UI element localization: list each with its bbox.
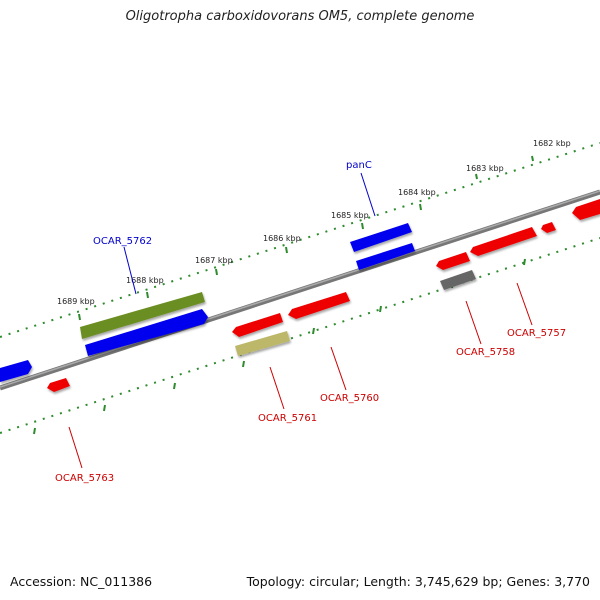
tick-label-1683: 1683 kbp: [466, 164, 504, 173]
map-title: Oligotropha carboxidovorans OM5, complet…: [125, 9, 475, 24]
leader-ocar-5760: [330, 346, 347, 391]
gene-ocar-5761-feature[interactable]: [235, 331, 290, 356]
gene-label-ocar-5760: OCAR_5760: [320, 393, 379, 404]
tick-label-1687: 1687 kbp: [195, 256, 233, 265]
gene-ocar-5757[interactable]: [470, 227, 537, 256]
gene-small-red-right[interactable]: [541, 222, 556, 233]
gene-ocar-5760[interactable]: [288, 292, 350, 319]
rna-genes: [80, 292, 205, 339]
leader-ocar-5762: [123, 246, 137, 295]
gene-label-panC: panC: [346, 160, 372, 171]
topology-text: Topology: circular; Length: 3,745,629 bp…: [246, 574, 590, 589]
tick-label-1682: 1682 kbp: [533, 139, 571, 148]
gene-ocar-5758-red[interactable]: [436, 252, 470, 270]
forward-genes: [0, 223, 415, 382]
outer-major-ticks: [78, 155, 534, 321]
gene-label-ocar-5763: OCAR_5763: [55, 473, 114, 484]
other-genes: [235, 270, 476, 356]
outer-dotted-track: [0, 142, 600, 338]
reverse-genes: [47, 199, 600, 392]
leader-ocar-5757: [516, 282, 533, 326]
gene-edge-red-right[interactable]: [572, 199, 600, 220]
leader-ocar-5763: [68, 426, 83, 469]
gene-ocar-5763[interactable]: [47, 378, 70, 392]
gene-label-ocar-5761: OCAR_5761: [258, 413, 317, 424]
tick-label-1689: 1689 kbp: [57, 297, 95, 306]
genome-backbone-highlight: [0, 190, 600, 388]
gene-label-ocar-5758: OCAR_5758: [456, 347, 515, 358]
gene-label-ocar-5762: OCAR_5762: [93, 236, 152, 247]
gene-ocar-5762-blue[interactable]: [85, 309, 208, 356]
leader-ocar-5761: [269, 366, 285, 410]
tick-label-1688: 1688 kbp: [126, 276, 164, 285]
gene-ocar-5761-red[interactable]: [232, 313, 283, 337]
genome-backbone: [0, 189, 600, 391]
gene-ocar-5758-pseudo[interactable]: [440, 270, 476, 290]
gene-panC-upper[interactable]: [350, 223, 412, 252]
accession-text: Accession: NC_011386: [10, 574, 153, 589]
gene-ocar-5762-rna[interactable]: [80, 292, 205, 339]
tick-label-1685: 1685 kbp: [331, 211, 369, 220]
inner-major-ticks: [33, 258, 526, 435]
tick-label-1684: 1684 kbp: [398, 188, 436, 197]
inner-dotted-track: [0, 237, 600, 434]
gene-left-blue[interactable]: [0, 360, 32, 382]
tick-label-1686: 1686 kbp: [263, 234, 301, 243]
leader-ocar-5758: [465, 300, 482, 345]
leader-panC: [360, 172, 376, 217]
gene-panC-lower[interactable]: [356, 243, 415, 270]
gene-label-ocar-5757: OCAR_5757: [507, 328, 566, 339]
label-leader-lines: [68, 172, 533, 469]
